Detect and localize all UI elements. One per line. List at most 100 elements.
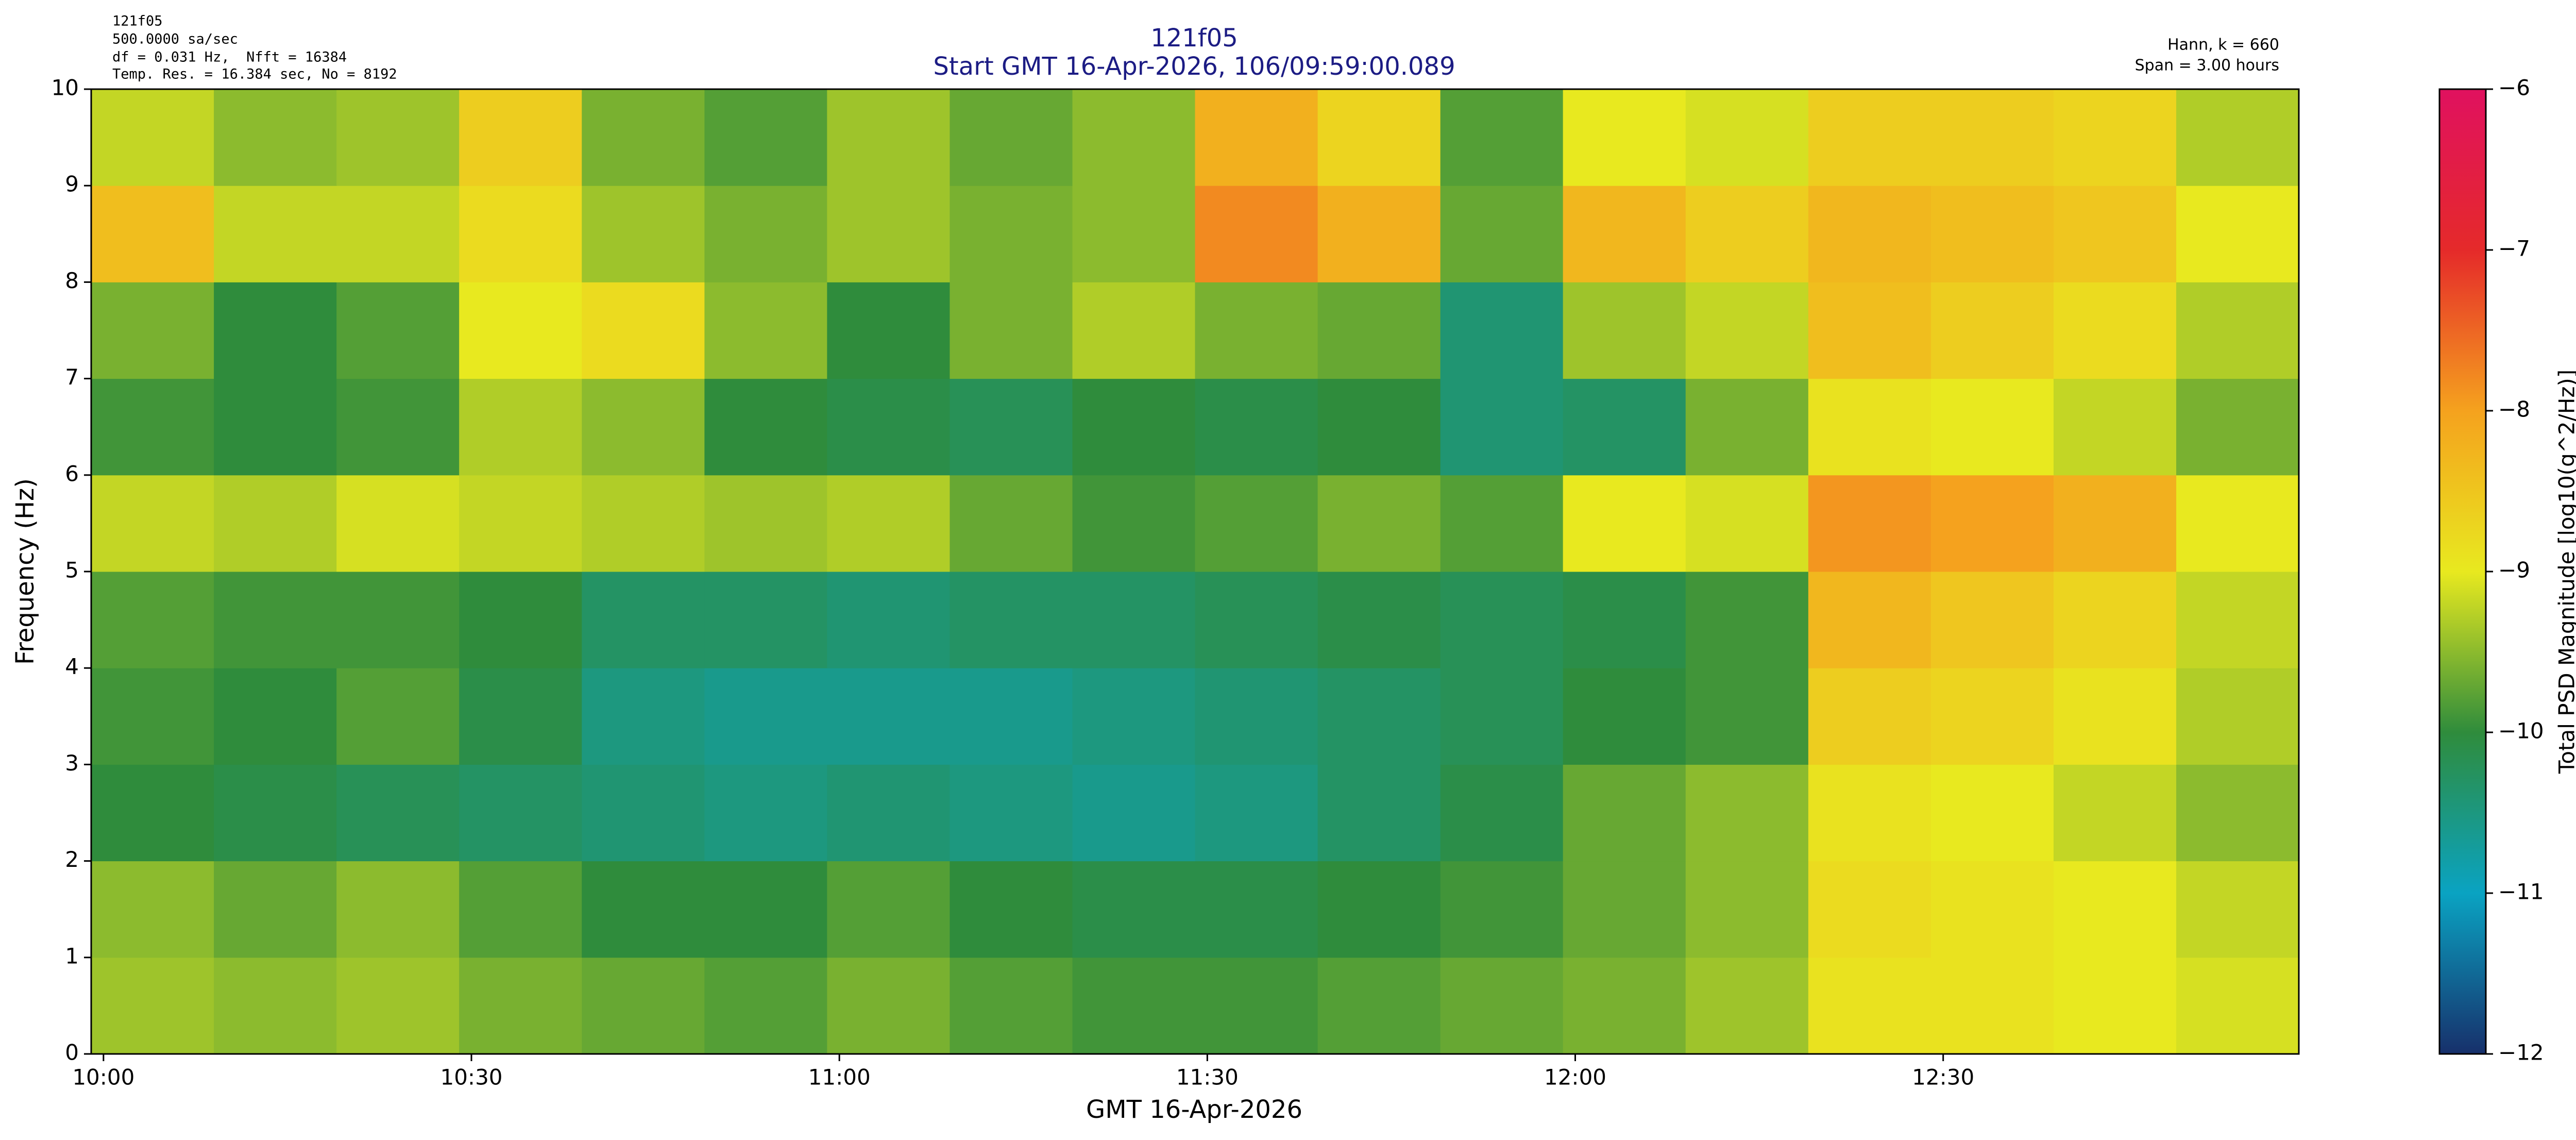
spectrogram-cell: [214, 378, 337, 476]
spectrogram-cell: [950, 957, 1073, 1054]
spectrogram-cell: [704, 378, 827, 476]
y-axis-label: Frequency (Hz): [11, 478, 40, 665]
spectrogram-cell: [1440, 668, 1564, 765]
spectrogram-cell: [1563, 957, 1686, 1054]
spectrogram-cell: [1685, 186, 1809, 282]
spectrogram-cell: [459, 572, 582, 668]
spectrogram-cell: [1563, 282, 1686, 379]
spectrogram-cell: [1808, 186, 1931, 282]
spectrogram-cell: [336, 764, 460, 862]
spectrogram-cell: [1440, 475, 1564, 572]
spectrogram-cell: [1195, 89, 1318, 186]
spectrogram-cell: [336, 572, 460, 668]
spectrogram-cell: [704, 475, 827, 572]
info-right: Hann, k = 660: [2167, 36, 2279, 54]
y-tick-label: 10: [52, 75, 79, 100]
spectrogram-cell: [827, 572, 950, 668]
spectrogram-cell: [582, 378, 705, 476]
spectrogram-cell: [336, 378, 460, 476]
colorbar-tick-label: −8: [2498, 397, 2530, 422]
spectrogram-cell: [336, 89, 460, 186]
spectrogram-cell: [459, 668, 582, 765]
spectrogram-cell: [704, 957, 827, 1054]
colorbar: [2438, 88, 2487, 1055]
spectrogram-cell: [1195, 282, 1318, 379]
spectrogram-cell: [1072, 861, 1195, 958]
spectrogram-cell: [827, 668, 950, 765]
spectrogram-cell: [214, 764, 337, 862]
y-tick-label: 0: [65, 1040, 79, 1065]
spectrogram-cell: [1930, 957, 2054, 1054]
spectrogram-cell: [1930, 89, 2054, 186]
spectrogram-cell: [91, 475, 214, 572]
spectrogram-cell: [1808, 89, 1931, 186]
spectrogram-cell: [827, 186, 950, 282]
spectrogram-cell: [827, 764, 950, 862]
y-tick-label: 7: [65, 364, 79, 390]
spectrogram-cell: [459, 89, 582, 186]
spectrogram-cell: [1440, 378, 1564, 476]
spectrogram-cell: [704, 668, 827, 765]
spectrogram-cell: [2176, 861, 2299, 958]
spectrogram-cell: [2176, 282, 2299, 379]
spectrogram-cell: [1317, 89, 1441, 186]
colorbar-tick-label: −12: [2498, 1040, 2544, 1065]
spectrogram-cell: [1930, 861, 2054, 958]
spectrogram-cell: [1195, 861, 1318, 958]
spectrogram-cell: [950, 861, 1073, 958]
spectrogram-cell: [2053, 186, 2177, 282]
x-tick-label: 11:30: [1176, 1065, 1239, 1090]
spectrogram-cell: [91, 186, 214, 282]
spectrogram-cell: [582, 186, 705, 282]
spectrogram-cell: [1317, 861, 1441, 958]
spectrogram-cell: [1685, 282, 1809, 379]
info-left: 500.0000 sa/sec: [112, 31, 238, 47]
spectrogram-cell: [2053, 572, 2177, 668]
spectrogram-cell: [1195, 378, 1318, 476]
spectrogram-cell: [1685, 378, 1809, 476]
spectrogram-cell: [1563, 186, 1686, 282]
spectrogram-cell: [1072, 572, 1195, 668]
spectrogram-cell: [2176, 475, 2299, 572]
spectrogram-cell: [704, 89, 827, 186]
spectrogram-cell: [1563, 378, 1686, 476]
spectrogram-cell: [1808, 764, 1931, 862]
spectrogram-cell: [1440, 764, 1564, 862]
spectrogram-cell: [1563, 572, 1686, 668]
colorbar-tick-label: −7: [2498, 236, 2530, 261]
spectrogram-cell: [1808, 572, 1931, 668]
spectrogram-cell: [2053, 668, 2177, 765]
spectrogram-cell: [91, 764, 214, 862]
y-tick-label: 1: [65, 943, 79, 968]
chart-subtitle: Start GMT 16-Apr-2026, 106/09:59:00.089: [933, 52, 1455, 81]
spectrogram-cell: [1195, 475, 1318, 572]
spectrogram-cell: [1440, 89, 1564, 186]
spectrogram-cell: [1195, 186, 1318, 282]
spectrogram-cell: [704, 764, 827, 862]
y-tick-label: 9: [65, 172, 79, 197]
spectrogram-cell: [1808, 861, 1931, 958]
spectrogram-cell: [2176, 764, 2299, 862]
spectrogram-cell: [1317, 378, 1441, 476]
colorbar-tick-label: −10: [2498, 718, 2544, 744]
spectrogram-cell: [91, 957, 214, 1054]
spectrogram-cell: [950, 668, 1073, 765]
spectrogram-cell: [2053, 764, 2177, 862]
spectrogram-cell: [1440, 957, 1564, 1054]
spectrogram-cell: [827, 957, 950, 1054]
y-tick-label: 8: [65, 268, 79, 293]
spectrogram-cell: [950, 764, 1073, 862]
spectrogram-cell: [827, 861, 950, 958]
spectrogram-cell: [1072, 89, 1195, 186]
spectrogram-cell: [214, 186, 337, 282]
spectrogram-cell: [1930, 186, 2054, 282]
spectrogram-cell: [582, 475, 705, 572]
spectrogram-cell: [1930, 475, 2054, 572]
spectrogram-cell: [336, 475, 460, 572]
y-tick-label: 3: [65, 750, 79, 776]
spectrogram-cell: [2053, 282, 2177, 379]
spectrogram-cell: [1563, 861, 1686, 958]
spectrogram-cell: [582, 282, 705, 379]
spectrogram-cell: [1440, 282, 1564, 379]
spectrogram-cell: [1072, 378, 1195, 476]
